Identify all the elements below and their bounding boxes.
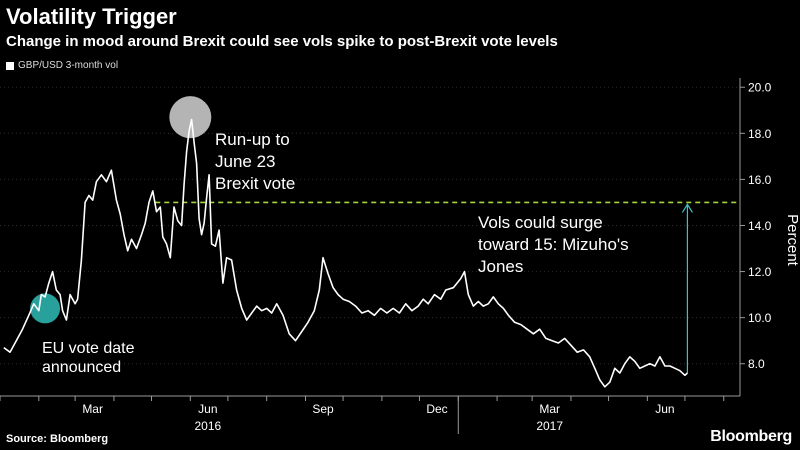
y-tick-label: 18.0 <box>748 127 772 141</box>
footer-brand-logo: Bloomberg <box>710 428 792 445</box>
surge-arrow-head <box>681 203 693 213</box>
arrow-layer <box>681 203 693 373</box>
y-tick-label: 20.0 <box>748 81 772 95</box>
annotation-line: Brexit vote <box>215 174 295 193</box>
y-tick-label: 14.0 <box>748 219 772 233</box>
annotation-eu-vote: EU vote date announced <box>42 340 139 376</box>
footer-source: Source: Bloomberg <box>6 433 109 445</box>
x-ticks: Mar Jun Sep Dec Mar Jun 2016 2017 <box>0 396 725 433</box>
y-tick-label: 16.0 <box>748 173 772 187</box>
x-tick-label: Dec <box>426 402 447 416</box>
legend-label: GBP/USD 3-month vol <box>18 60 119 71</box>
annotation-line: announced <box>42 359 121 376</box>
annotation-line: EU vote date <box>42 340 135 357</box>
annotation-line: Vols could surge <box>478 213 603 232</box>
y-axis-label: Percent <box>784 214 800 267</box>
gridlines <box>0 86 740 365</box>
y-ticks: 8.0 10.0 12.0 14.0 16.0 18.0 20.0 <box>740 81 772 371</box>
y-tick-label: 12.0 <box>748 265 772 279</box>
x-tick-label: Mar <box>539 402 560 416</box>
axes <box>0 78 741 434</box>
annotation-brexit-runup: Run-up to June 23 Brexit vote <box>215 130 295 193</box>
series-line-gbpusd-vol <box>3 118 688 388</box>
y-tick-label: 10.0 <box>748 311 772 325</box>
annotation-line: Run-up to <box>215 130 290 149</box>
annotation-line: Jones <box>478 257 523 276</box>
chart-title: Volatility Trigger <box>6 4 177 29</box>
annotation-line: June 23 <box>215 152 276 171</box>
legend-swatch <box>6 61 14 70</box>
x-tick-label: Sep <box>312 402 334 416</box>
chart-subtitle: Change in mood around Brexit could see v… <box>6 33 558 50</box>
x-tick-label: Jun <box>655 402 674 416</box>
legend: GBP/USD 3-month vol <box>6 60 118 71</box>
year-label: 2017 <box>536 419 563 433</box>
brexit-runup-marker <box>169 96 212 139</box>
annotation-line: toward 15: Mizuho's <box>478 235 629 254</box>
y-tick-label: 8.0 <box>748 357 765 371</box>
markers <box>30 96 212 324</box>
annotation-mizuho-forecast: Vols could surge toward 15: Mizuho's Jon… <box>478 213 633 276</box>
year-label: 2016 <box>194 419 221 433</box>
x-tick-label: Jun <box>198 402 217 416</box>
x-tick-label: Mar <box>82 402 103 416</box>
eu-vote-date-marker <box>30 293 61 324</box>
